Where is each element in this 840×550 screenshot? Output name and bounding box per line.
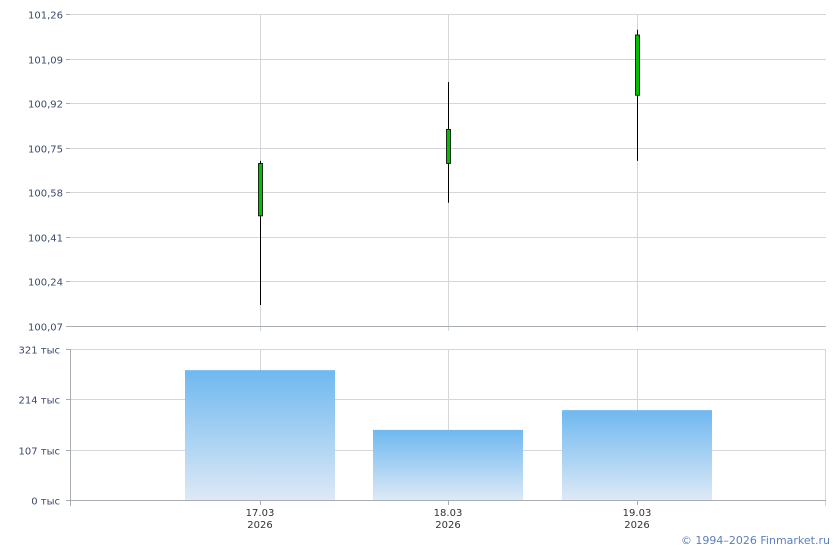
price-tick-label: 100,58: [28, 189, 63, 200]
volume-bar: [185, 370, 335, 500]
candle-body: [446, 128, 451, 164]
price-tick-label: 100,24: [28, 278, 63, 289]
volume-tick-label: 214 тыс: [19, 396, 60, 407]
price-tick-label: 100,75: [28, 145, 63, 156]
candle-body: [635, 34, 640, 96]
copyright-link[interactable]: © 1994–2026 Finmarket.ru: [680, 534, 830, 547]
x-tick-date: 18.03: [434, 508, 463, 519]
x-tick-year: 2026: [624, 520, 649, 531]
volume-tick-label: 321 тыс: [19, 346, 60, 357]
volume-bar: [373, 429, 523, 500]
candle-body: [258, 163, 263, 217]
price-tick-label: 101,09: [28, 56, 63, 67]
price-tick-label: 100,07: [28, 323, 63, 334]
volume-tick-label: 107 тыс: [19, 447, 60, 458]
volume-tick-label: 0 тыс: [31, 497, 60, 508]
volume-bar: [562, 410, 712, 500]
price-tick-label: 101,26: [28, 11, 63, 22]
x-tick-date: 17.03: [246, 508, 275, 519]
x-tick-year: 2026: [435, 520, 460, 531]
x-tick-year: 2026: [247, 520, 272, 531]
price-tick-label: 100,92: [28, 100, 63, 111]
x-tick-date: 19.03: [623, 508, 652, 519]
price-tick-label: 100,41: [28, 234, 63, 245]
